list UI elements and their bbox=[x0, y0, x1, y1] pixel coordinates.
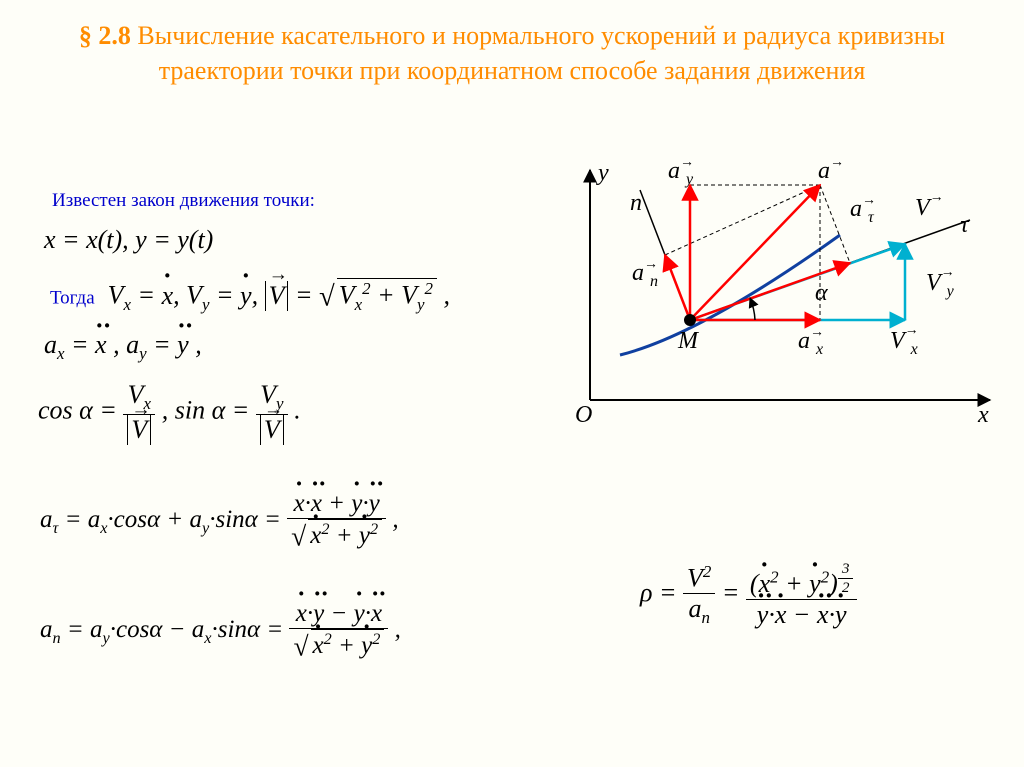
dashed-4 bbox=[665, 185, 820, 255]
page-title: § 2.8 Вычисление касательного и нормальн… bbox=[0, 0, 1024, 96]
vector-an bbox=[665, 255, 690, 320]
label-at: a→τ bbox=[850, 193, 876, 226]
alpha-arc bbox=[750, 298, 755, 320]
label-ay: a→y bbox=[668, 160, 694, 188]
then-label: Тогда bbox=[50, 288, 95, 309]
label-a: a→ bbox=[818, 160, 844, 184]
label-an: a→n bbox=[632, 257, 658, 290]
diagram: O x y M n τ α V→ V→x V→y a→ a→x a→y a→n … bbox=[560, 160, 1000, 430]
label-alpha: α bbox=[815, 280, 828, 306]
known-law-label: Известен закон движения точки: bbox=[52, 190, 315, 212]
label-ax: a→x bbox=[798, 325, 824, 358]
vector-a bbox=[690, 185, 820, 320]
label-tau: τ bbox=[960, 212, 970, 238]
label-Vx: V→x bbox=[890, 323, 919, 358]
section-number: § 2.8 bbox=[79, 21, 131, 50]
label-O: O bbox=[575, 402, 592, 428]
point-M bbox=[684, 314, 696, 326]
dashed-3 bbox=[820, 185, 850, 263]
label-n: n bbox=[630, 190, 642, 216]
eq-atau: aτ = ax·cosα + ay·sinα = x·x + y·y √x2 +… bbox=[40, 490, 399, 552]
eq-angles: cos α = Vx V , sin α = Vy V . bbox=[38, 380, 301, 445]
label-y: y bbox=[596, 160, 609, 186]
eq-an: an = ay·cosα − ax·sinα = x·y − y·x √x2 +… bbox=[40, 600, 401, 662]
eq-law: x = x(t), y = y(t) bbox=[44, 225, 213, 255]
eq-accel-components: ax = x , ay = y , bbox=[44, 330, 202, 364]
label-V: V→ bbox=[915, 190, 944, 221]
label-Vy: V→y bbox=[926, 265, 955, 300]
eq-velocity: Тогда Vx = x, Vy = y, V = √Vx2 + Vy2 , bbox=[50, 278, 450, 315]
label-x: x bbox=[977, 402, 989, 428]
eq-rho: ρ = V2 an = (x2 + y2)32 y·x − x·y bbox=[640, 560, 857, 630]
label-M: M bbox=[677, 328, 700, 354]
title-text: Вычисление касательного и нормального ус… bbox=[137, 21, 945, 85]
